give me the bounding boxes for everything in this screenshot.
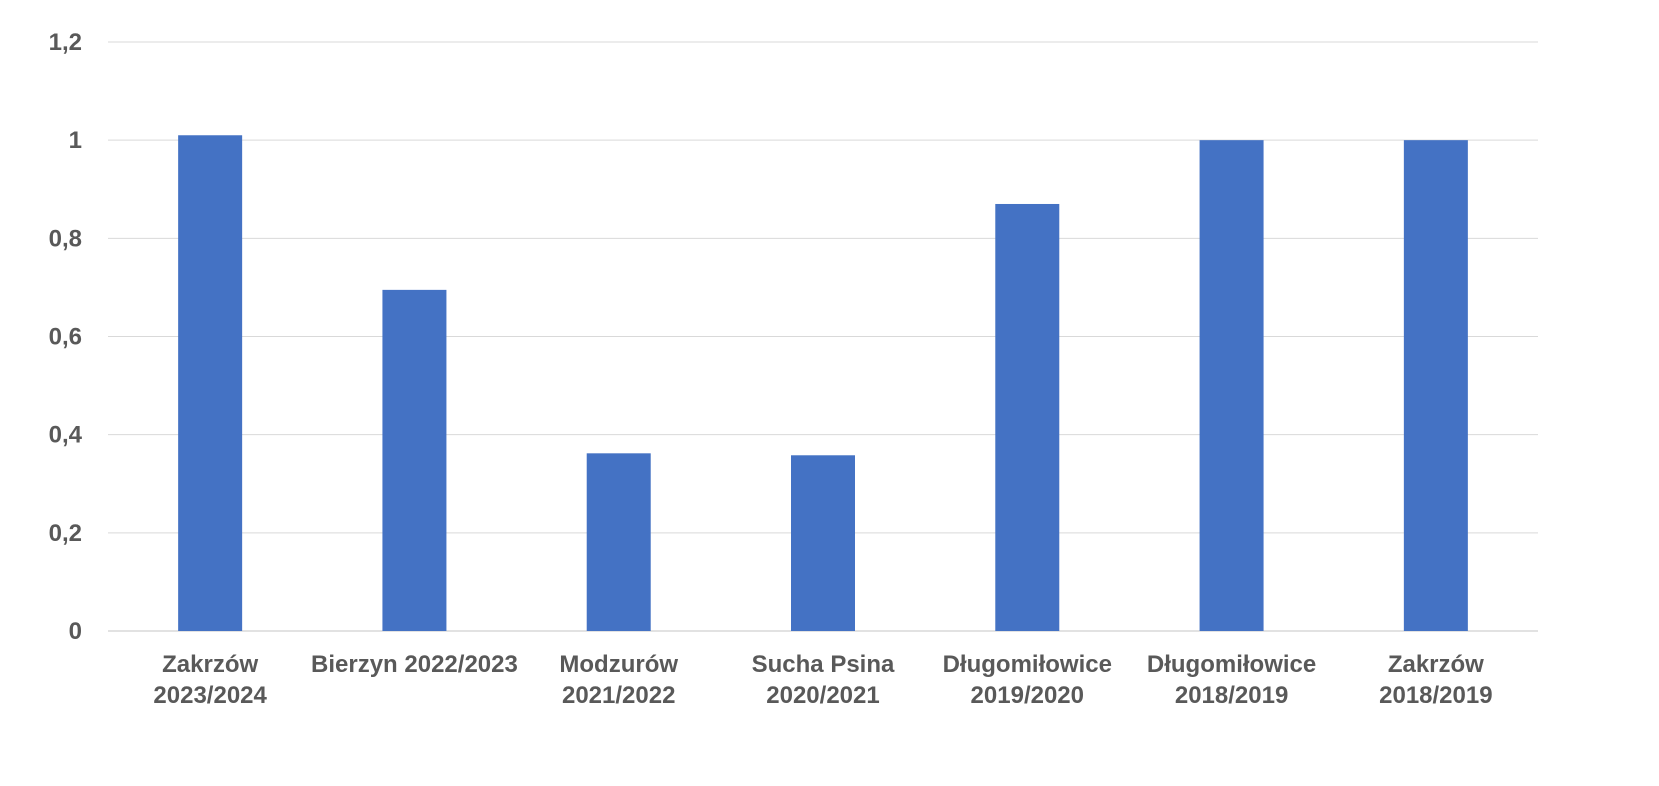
x-tick-label-line: Sucha Psina [752,651,895,678]
bar [382,289,447,631]
x-tick-label-line: Długomiłowice [1147,651,1316,678]
x-tick-label-line: Długomiłowice [943,651,1112,678]
x-tick-label: Modzurów 2021/2022 [559,651,678,709]
x-tick-label: Zakrzów 2023/2024 [153,651,267,709]
x-tick-label-line: Modzurów [559,651,678,678]
x-tick-label-line: 2019/2020 [971,682,1084,709]
bar [995,203,1060,631]
x-tick-label-line: 2021/2022 [562,682,675,709]
y-tick-label: 0,6 [49,324,82,351]
y-tick-label: 1 [69,127,82,154]
y-tick-label: 1,2 [49,29,82,56]
bar [1199,140,1264,631]
x-tick-label-line: 2020/2021 [766,682,879,709]
x-tick-label: Bierzyn 2022/2023 [311,651,518,678]
x-tick-label-line: Zakrzów [1388,651,1484,678]
x-tick-label: Długomiłowice 2018/2019 [1147,651,1316,709]
x-tick-label-line: 2023/2024 [153,682,267,709]
x-tick-label: Sucha Psina 2020/2021 [752,651,895,709]
x-tick-label-line: Bierzyn 2022/2023 [311,651,518,678]
x-tick-label-line: Zakrzów [162,651,258,678]
y-tick-label: 0,8 [49,225,82,252]
x-tick-label: Długomiłowice 2019/2020 [943,651,1112,709]
y-tick-label: 0 [69,618,82,645]
bar [178,135,243,631]
x-tick-label: Zakrzów 2018/2019 [1379,651,1492,709]
y-axis-ticks: 0 0,2 0,4 0,6 0,8 1 1,2 [49,29,83,645]
x-tick-label-line: 2018/2019 [1379,682,1492,709]
gridlines [108,41,1538,632]
y-tick-label: 0,4 [49,422,83,449]
bar [586,453,651,631]
bar [1403,140,1468,631]
bar [791,455,855,631]
x-axis-labels: Zakrzów 2023/2024 Bierzyn 2022/2023 Modzuró… [153,651,1492,709]
x-tick-label-line: 2018/2019 [1175,682,1288,709]
bars [178,135,1468,631]
y-tick-label: 0,2 [49,520,82,547]
